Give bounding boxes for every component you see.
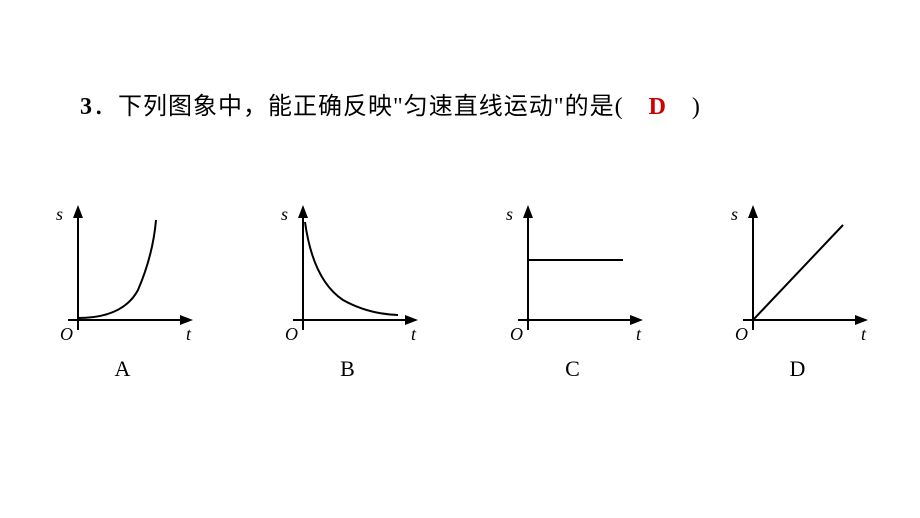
y-axis-arrow xyxy=(523,205,533,218)
x-axis-label: t xyxy=(636,324,642,344)
graph-cell-c: s t O C xyxy=(488,200,658,382)
graph-cell-d: s t O D xyxy=(713,200,883,382)
origin-label: O xyxy=(285,324,298,344)
graph-a-svg: s t O xyxy=(38,200,208,350)
question-number: 3 xyxy=(80,94,93,120)
y-axis-arrow xyxy=(748,205,758,218)
graph-b-svg: s t O xyxy=(263,200,433,350)
y-axis-arrow xyxy=(73,205,83,218)
y-axis-label: s xyxy=(506,204,513,224)
graph-d-svg: s t O xyxy=(713,200,883,350)
graph-cell-b: s t O B xyxy=(263,200,433,382)
graph-label-a: A xyxy=(115,356,131,382)
y-axis-label: s xyxy=(281,204,288,224)
graph-label-d: D xyxy=(790,356,806,382)
graph-c-svg: s t O xyxy=(488,200,658,350)
origin-label: O xyxy=(510,324,523,344)
curve-b xyxy=(305,222,398,315)
y-axis-label: s xyxy=(56,204,63,224)
origin-label: O xyxy=(60,324,73,344)
question-body-before: ．下列图象中，能正确反映"匀速直线运动"的是( xyxy=(93,94,649,120)
graph-label-b: B xyxy=(340,356,355,382)
origin-label: O xyxy=(735,324,748,344)
graph-cell-a: s t O A xyxy=(38,200,208,382)
y-axis-arrow xyxy=(298,205,308,218)
y-axis-label: s xyxy=(731,204,738,224)
x-axis-label: t xyxy=(411,324,417,344)
x-axis-label: t xyxy=(861,324,867,344)
question-answer: D xyxy=(649,94,667,120)
curve-a xyxy=(78,220,156,318)
x-axis-label: t xyxy=(186,324,192,344)
curve-d xyxy=(753,225,843,320)
graph-label-c: C xyxy=(565,356,580,382)
question-body-after: ) xyxy=(667,94,701,120)
graphs-row: s t O A s t O B s t O xyxy=(0,200,920,382)
question-text: 3．下列图象中，能正确反映"匀速直线运动"的是( D ) xyxy=(80,86,701,121)
